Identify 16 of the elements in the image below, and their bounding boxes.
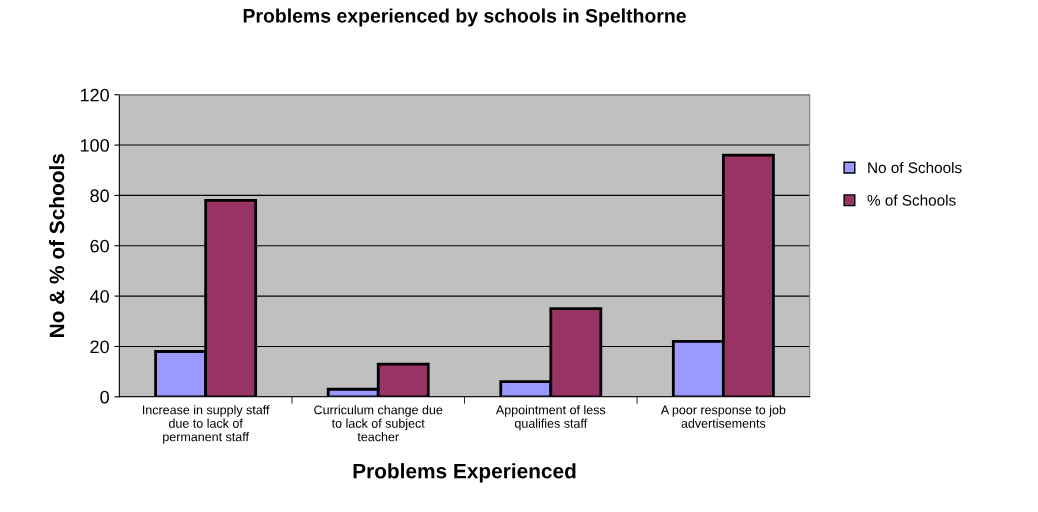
chart-title: Problems experienced by schools in Spelthorne [243,8,686,27]
y-tick-label: 120 [80,88,109,102]
x-tick-label: Curriculum change due to lack of subject teacher [314,405,443,442]
legend-label: No of Schools [868,161,962,174]
y-tick-label: 80 [90,189,109,203]
legend-label: % of Schools [867,194,956,206]
y-tick-label: 100 [80,139,109,152]
y-axis-title: No & % of Schools [48,154,65,337]
x-tick-label: Appointment of less qualifies staff [495,405,606,431]
x-axis-title: Problems Experienced [353,463,576,483]
y-tick-label: 40 [89,290,109,303]
x-tick-label: A poor response to job advertisements [660,405,786,428]
y-tick-label: 20 [90,340,109,354]
x-tick-label: Increase in supply staff due to lack of permanent staff [143,405,270,444]
y-tick-label: 0 [100,390,109,404]
y-tick-label: 60 [90,239,109,253]
